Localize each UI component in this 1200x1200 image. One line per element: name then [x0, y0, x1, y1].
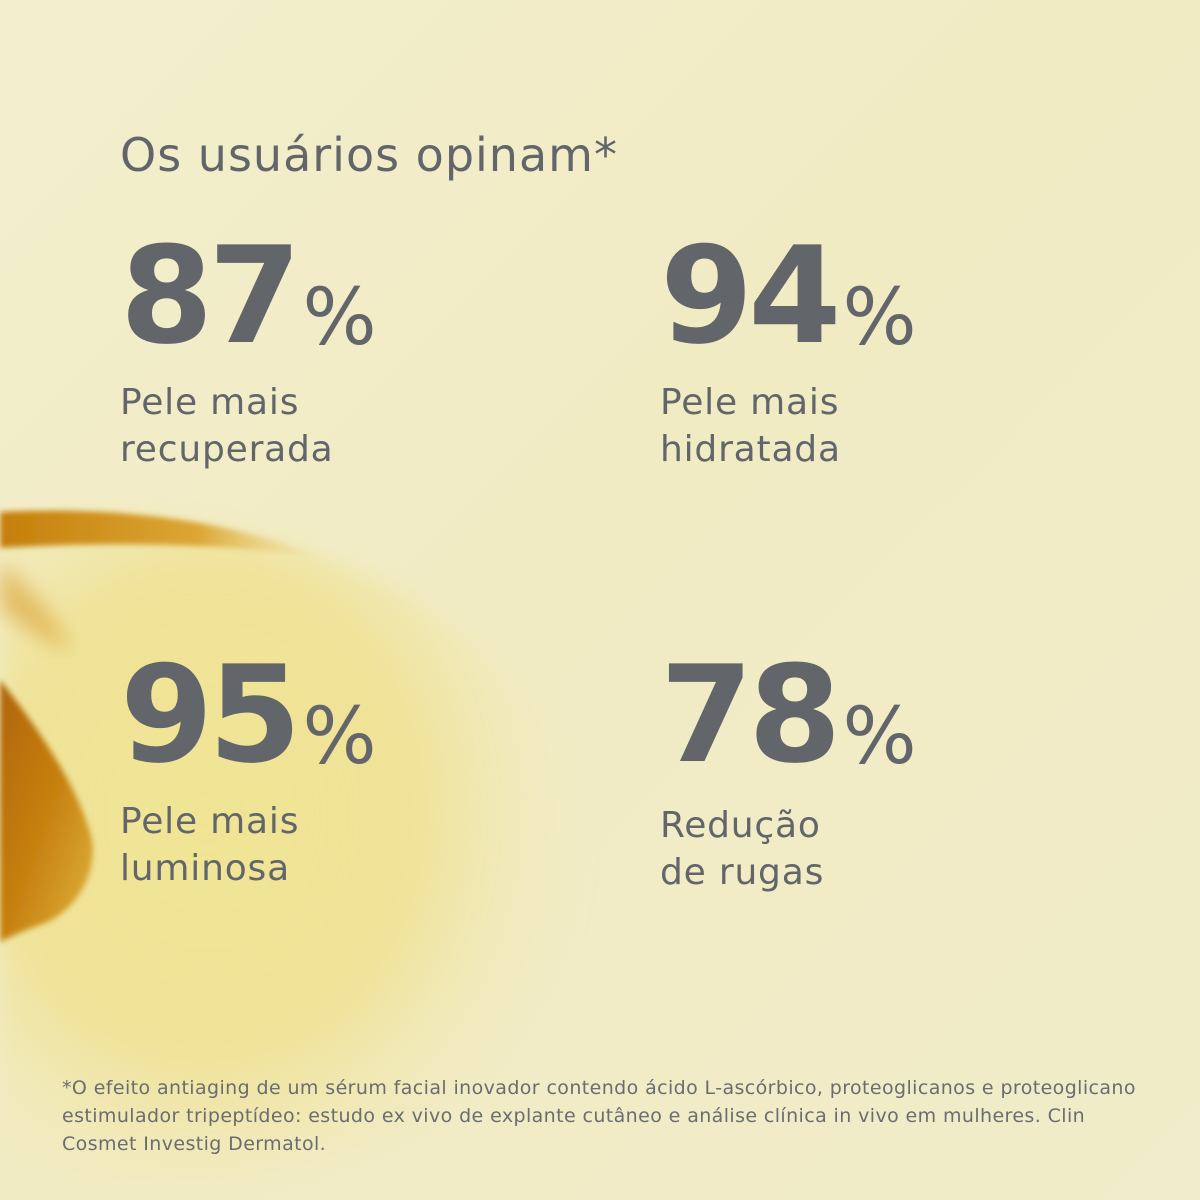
stat-label: Pele mais hidratada [660, 379, 1100, 473]
percent-sign: % [842, 273, 917, 363]
stat-card: 78 % Redução de rugas [660, 648, 1100, 896]
footnote: *O efeito antiaging de um sérum facial i… [62, 1077, 1136, 1155]
percent-sign: % [302, 692, 377, 782]
stat-number: 95 % [120, 648, 560, 782]
stat-label: Pele mais recuperada [120, 379, 560, 473]
stat-label-line: Redução [660, 805, 821, 846]
stat-card: 94 % Pele mais hidratada [660, 229, 1100, 473]
stat-value: 95 [120, 637, 301, 793]
stat-card: 95 % Pele mais luminosa [120, 648, 560, 892]
stat-card: 87 % Pele mais recuperada [120, 229, 560, 473]
stat-number: 78 % [660, 648, 1100, 782]
stat-value: 87 [120, 218, 301, 374]
stat-label-line: hidratada [660, 429, 841, 470]
stat-label-line: luminosa [120, 848, 290, 889]
percent-sign: % [302, 273, 377, 363]
stat-value: 78 [660, 637, 841, 793]
page-title: Os usuários opinam* [120, 128, 618, 182]
stat-label-line: Pele mais [660, 382, 840, 423]
stat-label-line: recuperada [120, 429, 334, 470]
stat-value: 94 [660, 218, 841, 374]
stat-number: 94 % [660, 229, 1100, 363]
stat-label: Pele mais luminosa [120, 798, 560, 892]
stat-label: Redução de rugas [660, 802, 1100, 896]
stat-number: 87 % [120, 229, 560, 363]
stat-label-line: de rugas [660, 852, 825, 893]
stat-label-line: Pele mais [120, 801, 300, 842]
stat-label-line: Pele mais [120, 382, 300, 423]
percent-sign: % [842, 692, 917, 782]
